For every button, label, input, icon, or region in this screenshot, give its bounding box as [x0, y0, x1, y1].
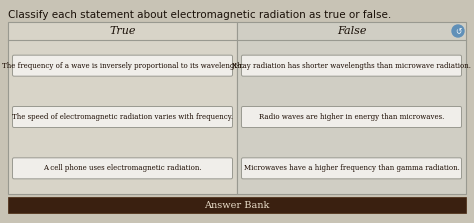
Text: Radio waves are higher in energy than microwaves.: Radio waves are higher in energy than mi… [259, 113, 444, 121]
Text: ↺: ↺ [455, 27, 461, 36]
FancyBboxPatch shape [12, 55, 233, 76]
Text: True: True [109, 26, 136, 36]
FancyBboxPatch shape [241, 55, 462, 76]
Text: Microwaves have a higher frequency than gamma radiation.: Microwaves have a higher frequency than … [244, 164, 459, 172]
FancyBboxPatch shape [8, 197, 466, 213]
Circle shape [452, 25, 464, 37]
FancyBboxPatch shape [12, 158, 233, 179]
FancyBboxPatch shape [12, 107, 233, 128]
FancyBboxPatch shape [8, 22, 237, 194]
Text: The frequency of a wave is inversely proportional to its wavelength.: The frequency of a wave is inversely pro… [1, 62, 244, 70]
FancyBboxPatch shape [237, 22, 466, 194]
Text: The speed of electromagnetic radiation varies with frequency.: The speed of electromagnetic radiation v… [12, 113, 233, 121]
Text: Classify each statement about electromagnetic radiation as true or false.: Classify each statement about electromag… [8, 10, 391, 20]
Text: A cell phone uses electromagnetic radiation.: A cell phone uses electromagnetic radiat… [43, 164, 202, 172]
FancyBboxPatch shape [241, 158, 462, 179]
Text: X-ray radiation has shorter wavelengths than microwave radiation.: X-ray radiation has shorter wavelengths … [232, 62, 471, 70]
FancyBboxPatch shape [241, 107, 462, 128]
Text: Answer Bank: Answer Bank [204, 200, 270, 209]
Text: False: False [337, 26, 366, 36]
